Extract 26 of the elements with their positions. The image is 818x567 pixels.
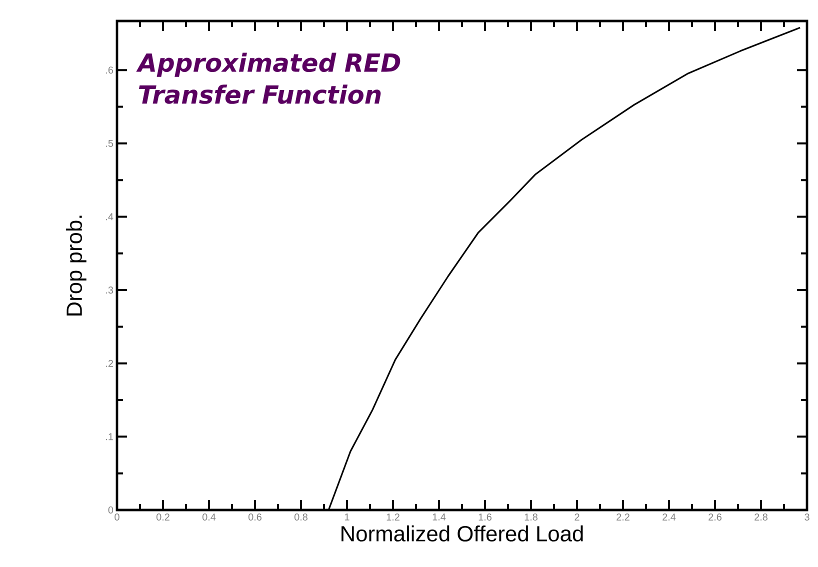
x-tick-label: 0.4 bbox=[202, 514, 216, 521]
x-tick-label: 2 bbox=[574, 514, 580, 520]
x-tick-label: 0 bbox=[114, 514, 120, 521]
x-tick-label: 2.8 bbox=[754, 514, 768, 521]
y-tick-label: .3 bbox=[106, 286, 114, 294]
x-tick-label: 0.8 bbox=[294, 514, 308, 521]
x-tick-label: 2.2 bbox=[616, 514, 630, 520]
y-tick-label: .4 bbox=[106, 213, 114, 220]
x-axis-title: Normalized Offered Load bbox=[342, 525, 583, 542]
x-tick-label: 0.2 bbox=[156, 514, 170, 521]
y-tick-label: .5 bbox=[106, 140, 114, 147]
x-tick-label: 1.4 bbox=[432, 514, 446, 520]
x-tick-label: 3 bbox=[804, 514, 810, 521]
text: Approximated RED Transfer Function bbox=[136, 52, 400, 104]
y-axis-title: Drop prob. bbox=[66, 216, 86, 316]
y-tick-label: 0 bbox=[108, 506, 114, 514]
x-tick-label: 1 bbox=[345, 514, 350, 520]
x-tick-label: 2.4 bbox=[662, 514, 676, 520]
y-tick-label: .6 bbox=[106, 66, 114, 74]
y-tick-label: .2 bbox=[106, 360, 113, 367]
x-tick-label: 0.6 bbox=[248, 514, 262, 521]
x-tick-label: 1.2 bbox=[386, 514, 400, 520]
x-tick-label: 2.6 bbox=[708, 514, 722, 521]
x-tick-label: 1.8 bbox=[524, 514, 538, 521]
x-tick-label: 1.6 bbox=[478, 514, 492, 521]
y-tick-label: .1 bbox=[106, 433, 114, 440]
